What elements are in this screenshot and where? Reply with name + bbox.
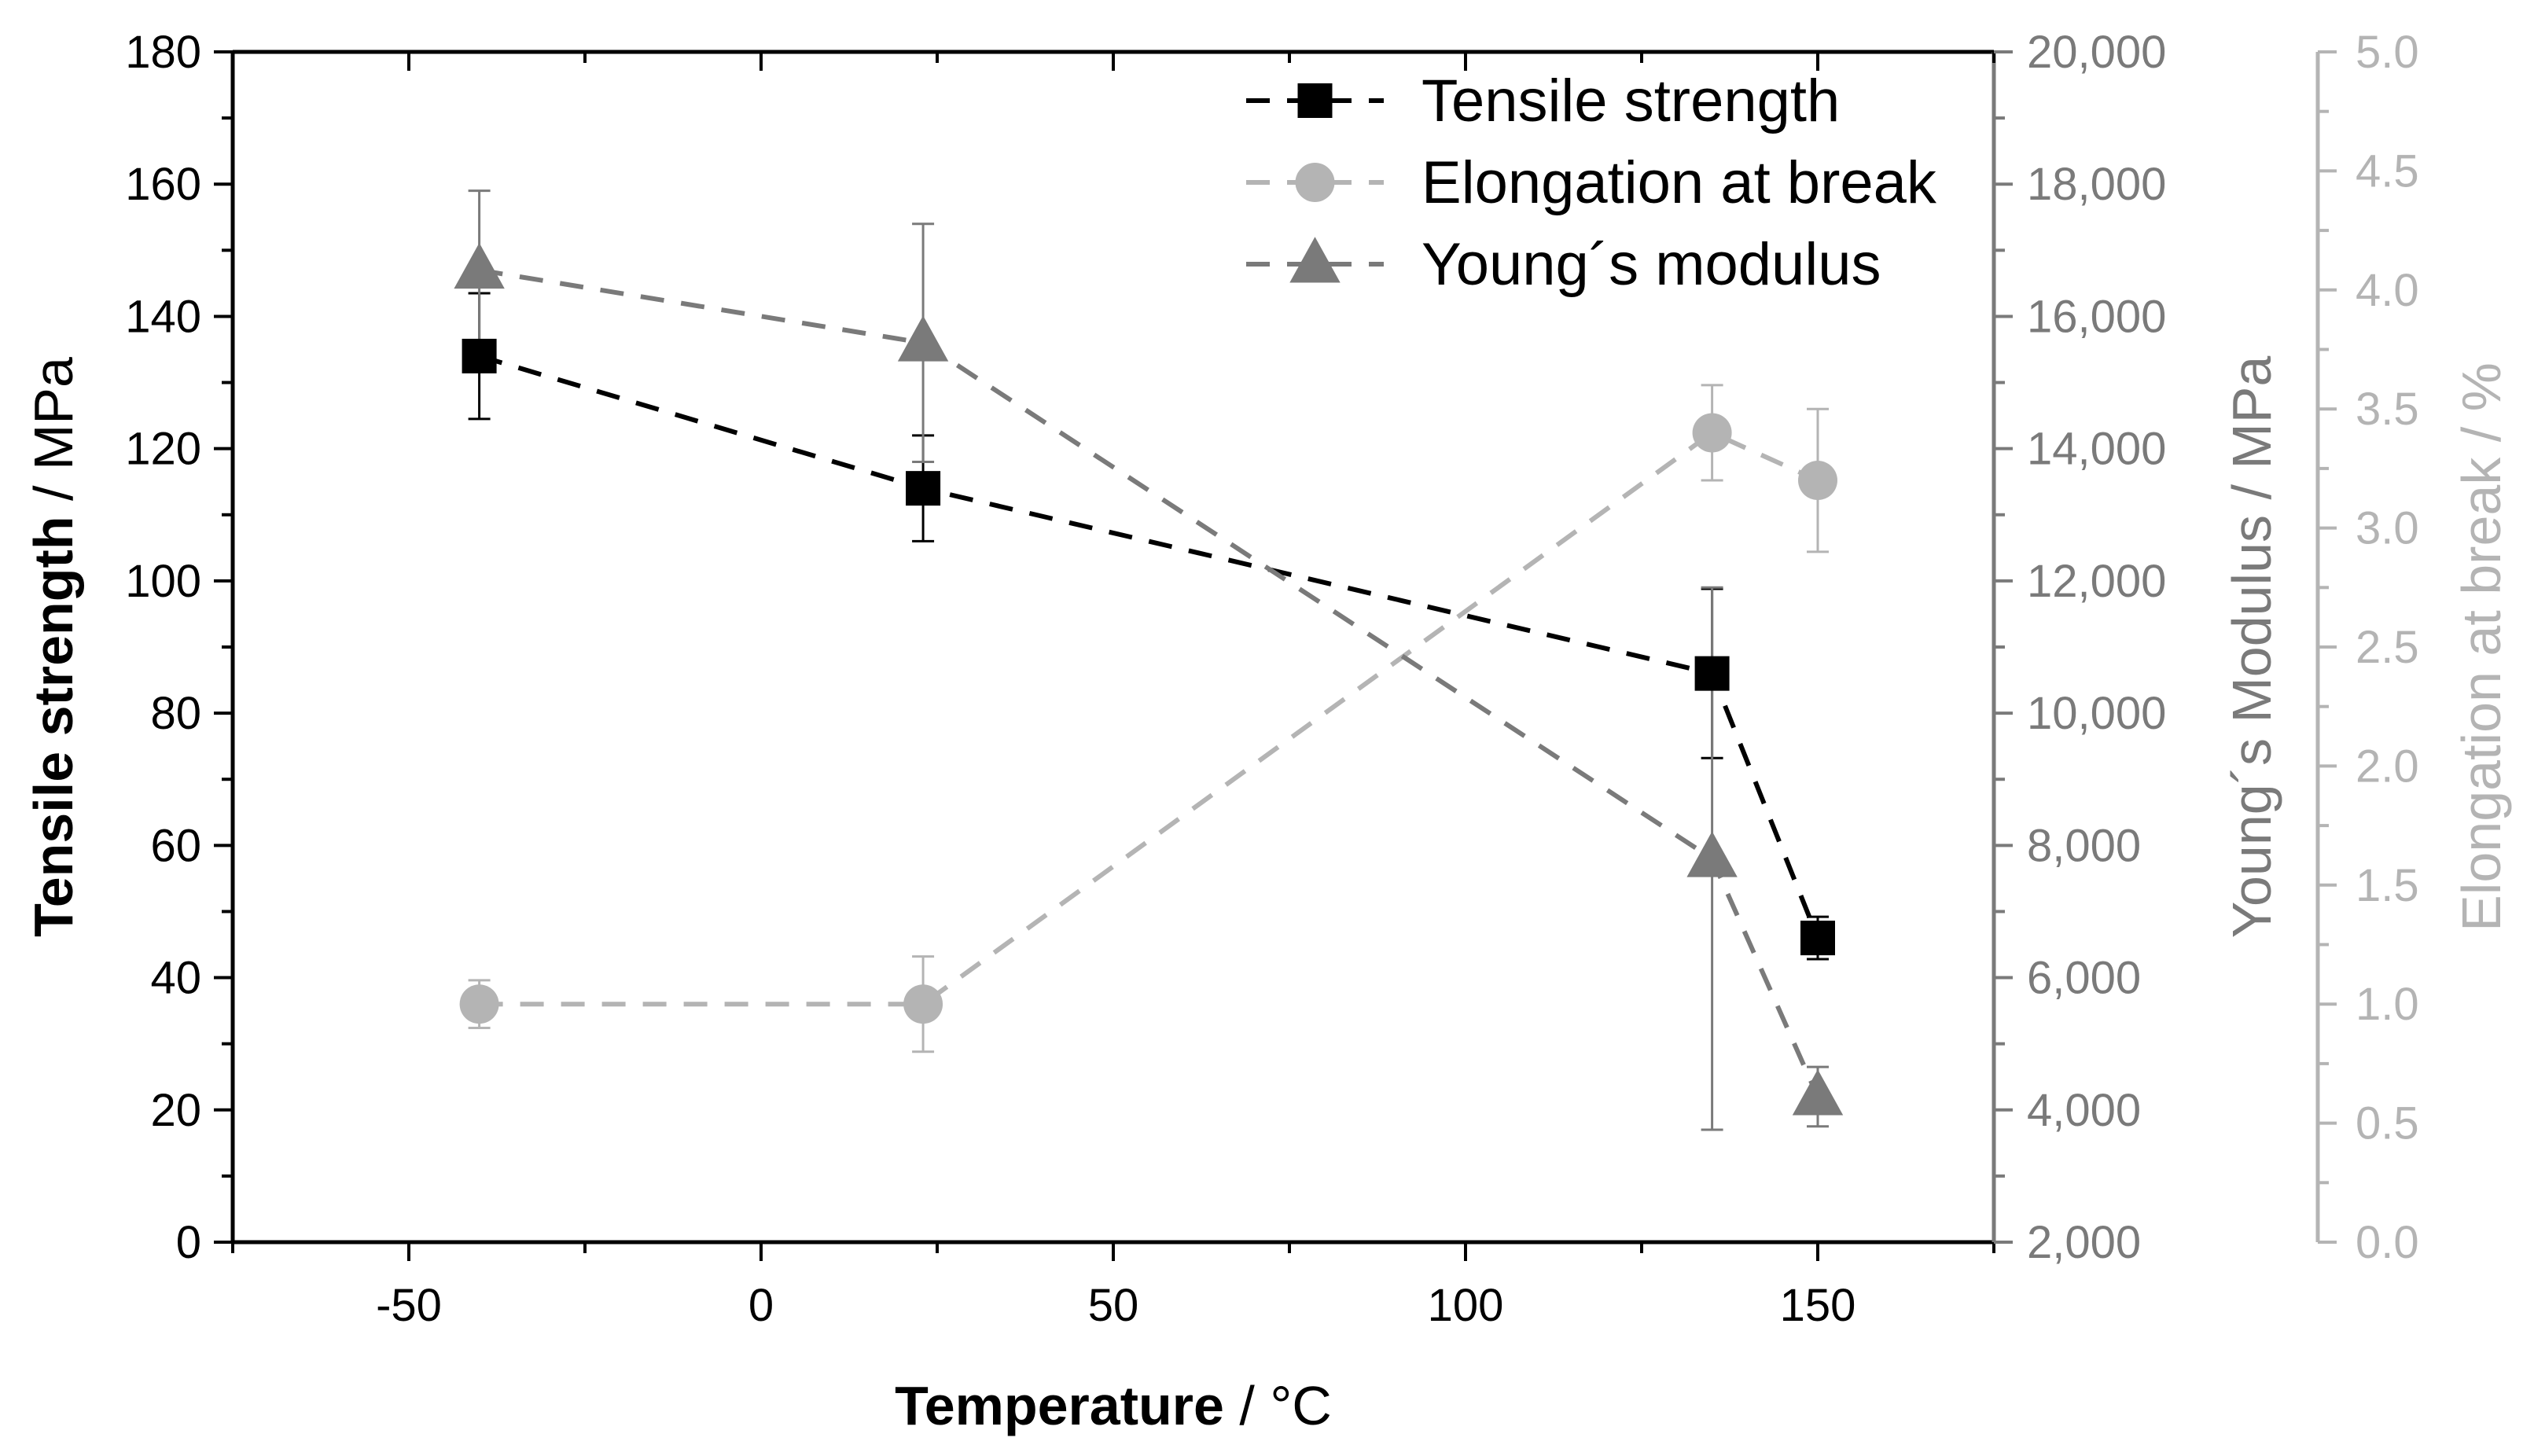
data-point-tensile-strength xyxy=(1694,656,1730,691)
left-tick-label: 160 xyxy=(125,159,201,210)
left-tick-label: 120 xyxy=(125,424,201,475)
data-point-tensile-strength xyxy=(906,471,941,506)
left-tick-label: 0 xyxy=(176,1217,201,1268)
elongation-tick-label: 3.5 xyxy=(2356,384,2419,435)
left-tick-label: 100 xyxy=(125,556,201,607)
series-line-young-s-modulus xyxy=(479,267,1820,1098)
x-axis-title-bold: Temperature xyxy=(895,1375,1224,1436)
elongation-tick-label: 1.5 xyxy=(2356,860,2419,911)
left-tick-label: 80 xyxy=(150,688,201,739)
legend-marker xyxy=(1297,83,1333,118)
left-tick-label: 180 xyxy=(125,27,201,78)
modulus-axis-title: Young´s Modulus / MPa xyxy=(2221,356,2282,939)
elongation-tick-label: 3.0 xyxy=(2356,503,2419,554)
series-tensile-strength xyxy=(468,292,1829,961)
elongation-tick-label: 5.0 xyxy=(2356,27,2419,78)
elongation-tick-label: 4.0 xyxy=(2356,265,2419,316)
x-tick-label: 0 xyxy=(748,1280,774,1331)
elongation-tick-label: 1.0 xyxy=(2356,979,2419,1030)
modulus-tick-label: 6,000 xyxy=(2027,953,2141,1004)
legend-label: Young´s modulus xyxy=(1421,231,1881,298)
data-point-tensile-strength xyxy=(1800,921,1835,956)
x-tick-label: -50 xyxy=(376,1280,442,1331)
series-line-tensile-strength xyxy=(478,354,1820,939)
legend-item-elongation-at-break: Elongation at break xyxy=(1246,149,1937,216)
legend-marker xyxy=(1289,237,1341,283)
left-axis-title-bold: Tensile strength xyxy=(23,516,84,936)
modulus-tick-label: 12,000 xyxy=(2027,556,2166,607)
left-tick-label: 140 xyxy=(125,291,201,342)
x-tick-label: 50 xyxy=(1088,1280,1139,1331)
modulus-tick-label: 18,000 xyxy=(2027,159,2166,210)
elongation-tick-label: 2.5 xyxy=(2356,622,2419,673)
data-point-young-s-modulus xyxy=(1686,831,1738,877)
modulus-tick-label: 20,000 xyxy=(2027,27,2166,78)
x-tick-label: 150 xyxy=(1780,1280,1856,1331)
modulus-tick-label: 16,000 xyxy=(2027,291,2166,342)
left-axis-title-unit: / MPa xyxy=(23,357,84,516)
x-tick-label: 100 xyxy=(1428,1280,1504,1331)
left-tick-label: 40 xyxy=(150,953,201,1004)
data-point-young-s-modulus xyxy=(897,315,949,362)
legend-marker xyxy=(1295,163,1335,202)
elongation-axis-title: Elongation at break / % xyxy=(2451,362,2512,932)
elongation-tick-label: 0.0 xyxy=(2356,1217,2419,1268)
legend-item-young-s-modulus: Young´s modulus xyxy=(1246,231,1881,298)
series-elongation-at-break xyxy=(468,384,1829,1053)
data-point-elongation-at-break xyxy=(1798,461,1837,501)
modulus-tick-label: 4,000 xyxy=(2027,1085,2141,1136)
data-point-elongation-at-break xyxy=(459,984,499,1024)
legend-item-tensile-strength: Tensile strength xyxy=(1246,68,1840,134)
data-point-elongation-at-break xyxy=(1692,413,1732,453)
legend-label: Tensile strength xyxy=(1421,68,1840,134)
modulus-tick-label: 2,000 xyxy=(2027,1217,2141,1268)
modulus-tick-label: 10,000 xyxy=(2027,688,2166,739)
series-line-elongation-at-break xyxy=(479,430,1819,1007)
left-tick-label: 20 xyxy=(150,1085,201,1136)
left-tick-label: 60 xyxy=(150,820,201,871)
data-point-elongation-at-break xyxy=(903,984,943,1024)
legend: Tensile strength Elongation at break Young… xyxy=(1246,68,1937,298)
data-point-young-s-modulus xyxy=(1792,1069,1844,1116)
elongation-tick-label: 2.0 xyxy=(2356,741,2419,792)
x-axis-title-unit: / °C xyxy=(1224,1375,1332,1436)
elongation-tick-label: 0.5 xyxy=(2356,1098,2419,1149)
data-point-tensile-strength xyxy=(462,338,497,373)
left-axis-title: Tensile strength / MPa xyxy=(23,357,84,937)
series-young-s-modulus xyxy=(468,189,1829,1131)
modulus-tick-label: 8,000 xyxy=(2027,820,2141,871)
legend-label: Elongation at break xyxy=(1421,149,1937,216)
modulus-tick-label: 14,000 xyxy=(2027,424,2166,475)
data-point-young-s-modulus xyxy=(454,242,505,289)
x-axis-title: Temperature / °C xyxy=(895,1375,1332,1436)
elongation-tick-label: 4.5 xyxy=(2356,145,2419,197)
